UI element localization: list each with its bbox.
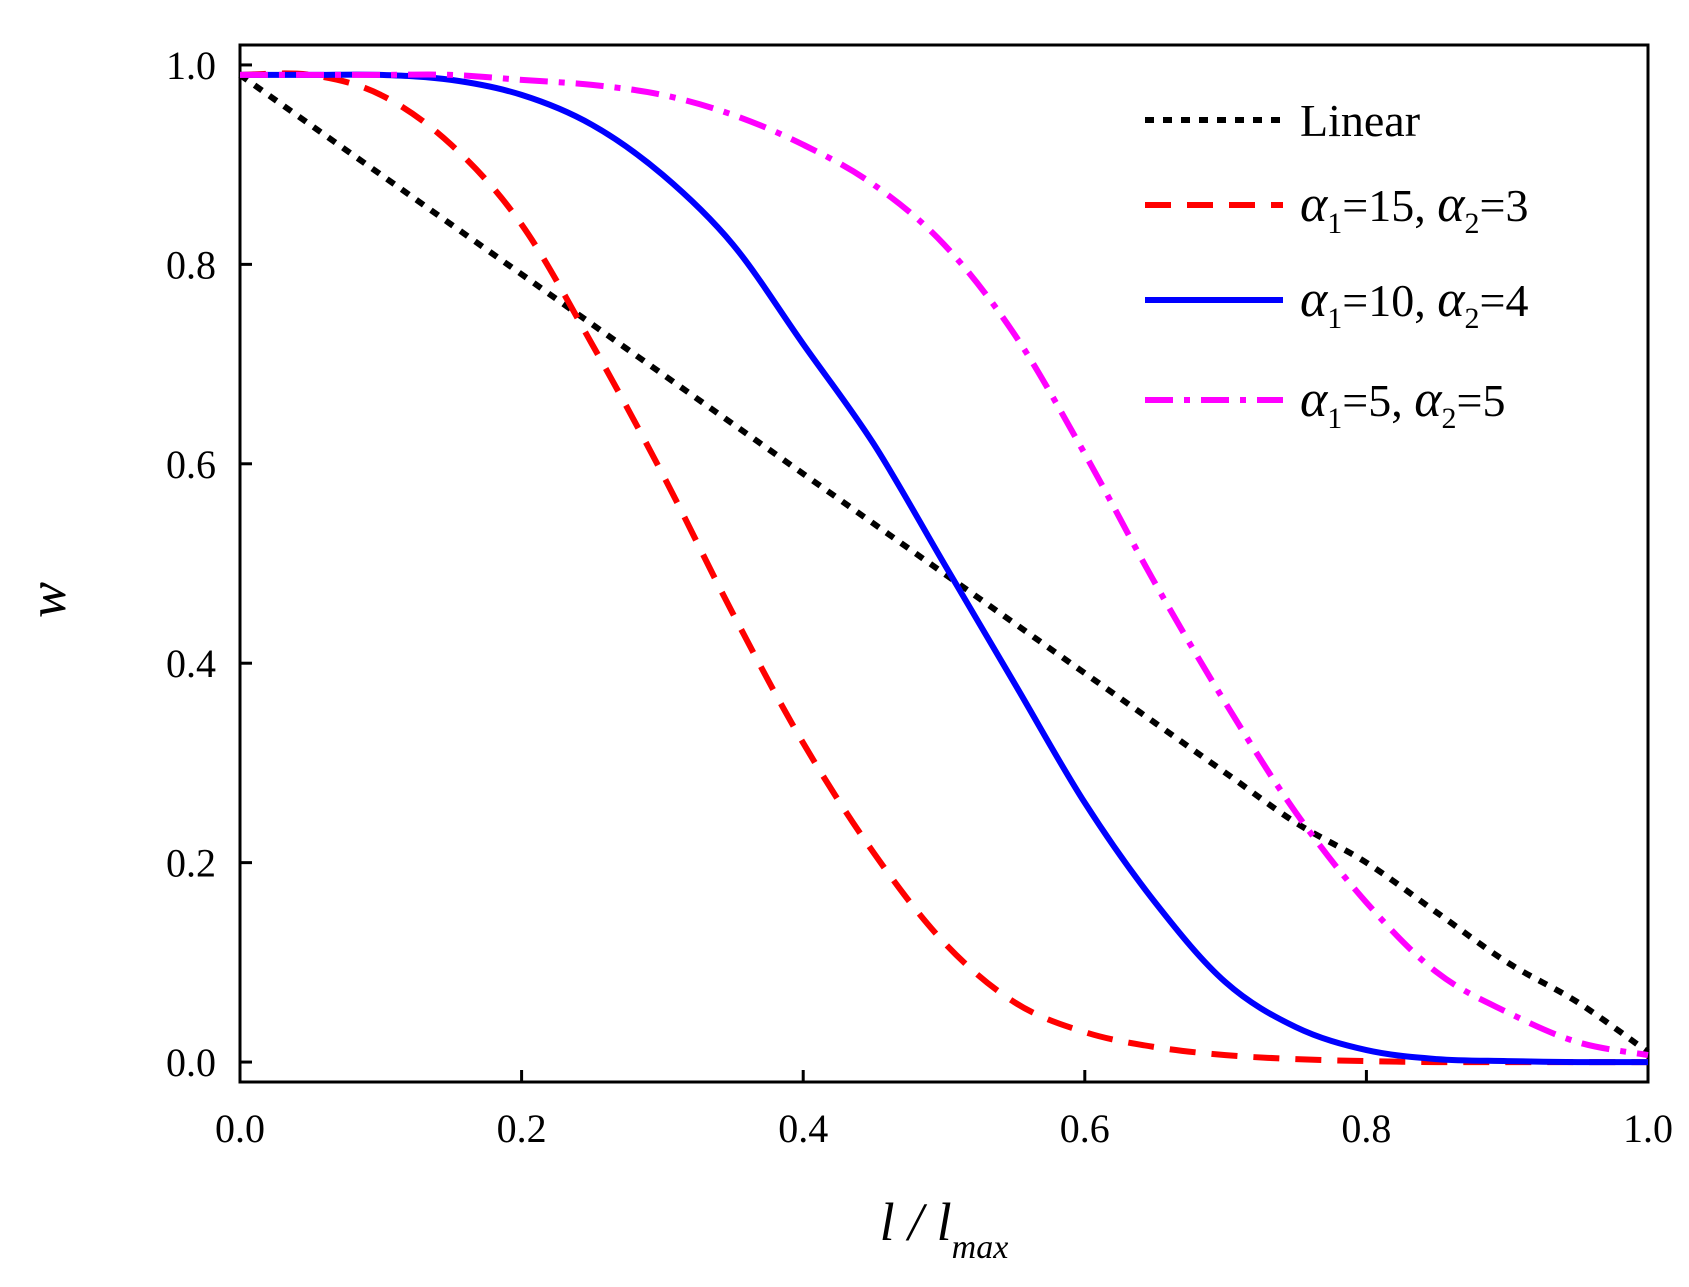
y-tick-label: 0.2 [166,841,216,886]
legend-part-v2: =5 [1457,375,1506,426]
legend-part-s2: α [1437,176,1466,233]
x-tick-label: 0.0 [215,1106,265,1151]
x-tick-label: 1.0 [1623,1106,1673,1151]
legend-part-sub2: 2 [1442,402,1457,435]
y-axis-title: w [17,582,77,618]
legend-part-v1: =10, [1342,275,1437,326]
legend-label-2: α1=15, α2=3 [1300,176,1529,240]
legend-part-v1: =5, [1342,375,1414,426]
x-tick-label: 0.2 [497,1106,547,1151]
plot-area [238,43,1650,1084]
legend-part-v2: =3 [1480,180,1529,231]
x-tick-label: 0.8 [1341,1106,1391,1151]
y-tick-label: 0.8 [166,242,216,287]
x-axis-title: l / lmax [880,1192,1009,1266]
legend-part-sub1: 1 [1327,302,1342,335]
x-tick-label: 0.6 [1060,1106,1110,1151]
legend-part-sub2: 2 [1465,302,1480,335]
axis-ticks: 0.0 0.2 0.4 0.6 0.8 1.0 0.0 0.2 0.4 0.6 0.8 1.0 [166,43,1673,1151]
series-layer [238,70,1650,1066]
legend-part-s2: α [1437,271,1466,328]
legend-label-1: Linear [1300,95,1420,146]
legend-part-s1: α [1300,176,1329,233]
y-tick-label: 0.4 [166,641,216,686]
legend-part-sub2: 2 [1465,207,1480,240]
legend-label-4: α1=5, α2=5 [1300,371,1506,435]
series-line-4 [240,71,1649,1059]
legend-part-v1: =15, [1342,180,1437,231]
y-tick-label: 1.0 [166,43,216,88]
legend-label-3: α1=10, α2=4 [1300,271,1529,335]
y-tick-label: 0.6 [166,442,216,487]
legend-part-s2: α [1414,371,1443,428]
plot-border [238,43,1650,1084]
legend-part-sub1: 1 [1327,402,1342,435]
x-axis-title-sub: max [952,1229,1009,1266]
x-tick-label: 0.4 [778,1106,828,1151]
legend-part-sub1: 1 [1327,207,1342,240]
y-tick-label: 0.0 [166,1040,216,1085]
legend-part-s1: α [1300,271,1329,328]
series-line-2 [239,70,1648,1066]
series-line-3 [240,71,1649,1066]
legend-part-v2: =4 [1480,275,1529,326]
x-axis-title-main: l / l [880,1192,952,1252]
legend-part-s1: α [1300,371,1329,428]
